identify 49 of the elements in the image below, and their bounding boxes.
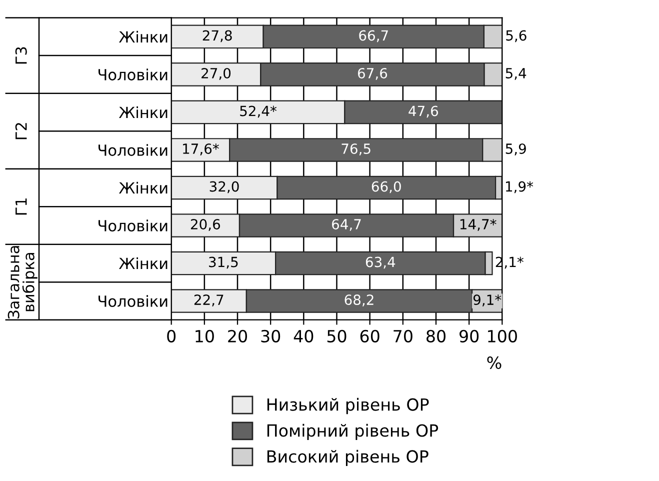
y-tick-label: Чоловіки [98,295,168,308]
y-tick-label: Жінки [119,257,168,270]
legend-label: Високий рівень ОР [267,450,428,466]
data-label: 47,6 [408,106,438,118]
data-label: 31,5 [209,256,238,269]
y-tick-label: Чоловіки [98,144,168,156]
x-tick-label: 80 [426,330,446,342]
data-label: 1,9* [506,181,534,194]
x-axis-title: % [487,356,502,370]
x-tick-label: 20 [228,330,247,342]
data-label: 27,8 [202,30,232,42]
data-label: 66,0 [372,181,401,194]
data-label: 14,7* [460,218,496,231]
text: Г3 [15,47,27,64]
x-tick-label: 70 [394,330,412,342]
x-tick-label: 30 [261,330,280,342]
y-tick-label: Чоловіки [98,68,168,80]
data-label: 52,4* [240,106,277,118]
x-tick-label: 90 [460,330,479,342]
x-tick-label: 100 [488,330,517,342]
data-label: 76,5 [342,143,370,156]
data-label: 5,4 [506,68,526,80]
y-tick-label: Жінки [119,182,168,194]
data-label: 32,0 [210,181,239,194]
data-label: 63,4 [366,256,396,269]
x-tick-label: 60 [360,330,380,342]
y-tick-label: Чоловіки [98,220,168,232]
legend-label: Низький рівень ОР [267,398,429,414]
y-tick-label: Жінки [119,30,168,42]
x-tick-label: 40 [294,330,314,342]
data-label: 20,6 [190,218,220,231]
data-label: 27,0 [202,68,231,80]
x-tick-label: 50 [327,330,346,342]
text: Загальна вибірка [8,246,38,318]
text: Г1 [16,198,27,215]
data-label: 68,2 [344,294,374,306]
x-tick-label: 0 [167,330,176,342]
data-label: 9,1* [473,294,502,306]
data-label: 5,6 [506,30,526,42]
data-label: 22,7 [194,294,224,306]
x-tick-label: 10 [196,330,214,342]
text: Г2 [15,123,27,140]
legend-label: Помірний рівень ОР [267,424,438,440]
data-label: 17,6* [183,143,219,156]
data-label: 66,7 [359,30,388,42]
data-label: 64,7 [332,218,361,231]
data-label: 5,9 [506,143,526,156]
y-tick-label: Жінки [119,106,168,118]
data-label: 67,6 [358,68,388,80]
